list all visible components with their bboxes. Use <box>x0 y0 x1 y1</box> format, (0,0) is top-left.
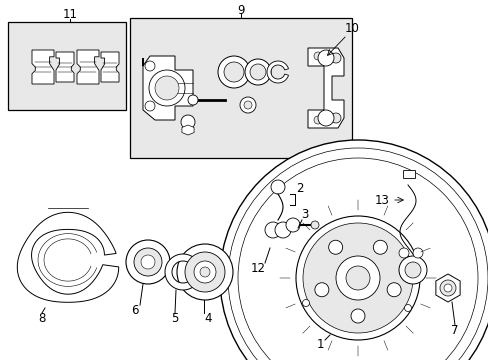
Text: 13: 13 <box>374 194 389 207</box>
Circle shape <box>295 216 419 340</box>
Polygon shape <box>56 52 74 82</box>
Polygon shape <box>142 56 193 120</box>
Polygon shape <box>17 212 119 302</box>
Bar <box>402 170 414 178</box>
Circle shape <box>310 221 318 229</box>
Circle shape <box>346 266 369 290</box>
Circle shape <box>285 218 299 232</box>
Circle shape <box>350 309 364 323</box>
Circle shape <box>220 140 488 360</box>
Circle shape <box>194 261 216 283</box>
Circle shape <box>126 240 170 284</box>
Circle shape <box>302 300 309 306</box>
Circle shape <box>227 148 487 360</box>
Circle shape <box>404 262 420 278</box>
Circle shape <box>145 61 155 71</box>
Circle shape <box>330 113 340 123</box>
Circle shape <box>149 70 184 106</box>
Circle shape <box>398 256 426 284</box>
Polygon shape <box>266 61 288 83</box>
Circle shape <box>372 240 386 254</box>
Polygon shape <box>435 274 459 302</box>
Text: 10: 10 <box>345 22 359 35</box>
Circle shape <box>303 223 412 333</box>
Polygon shape <box>164 254 200 290</box>
Circle shape <box>264 222 281 238</box>
Text: 6: 6 <box>131 303 139 316</box>
Circle shape <box>184 252 224 292</box>
Text: 11: 11 <box>62 9 77 22</box>
Circle shape <box>218 56 249 88</box>
Polygon shape <box>101 52 119 82</box>
Circle shape <box>270 180 285 194</box>
Polygon shape <box>32 50 54 84</box>
Circle shape <box>404 305 411 311</box>
Circle shape <box>177 244 232 300</box>
Circle shape <box>238 158 477 360</box>
Circle shape <box>317 50 333 66</box>
Circle shape <box>412 248 422 258</box>
Bar <box>130 18 351 158</box>
Polygon shape <box>307 48 343 128</box>
Text: 9: 9 <box>237 4 244 17</box>
Text: 5: 5 <box>171 311 178 324</box>
Circle shape <box>200 267 209 277</box>
Circle shape <box>439 280 455 296</box>
Text: 1: 1 <box>316 338 323 351</box>
Circle shape <box>398 248 408 258</box>
Text: 4: 4 <box>204 311 211 324</box>
Polygon shape <box>77 50 99 84</box>
Circle shape <box>335 256 379 300</box>
Circle shape <box>274 222 290 238</box>
Circle shape <box>244 101 251 109</box>
Circle shape <box>313 116 321 124</box>
Text: 8: 8 <box>38 311 45 324</box>
Circle shape <box>244 59 270 85</box>
Circle shape <box>145 101 155 111</box>
Circle shape <box>317 110 333 126</box>
Circle shape <box>330 53 340 63</box>
Bar <box>8 22 126 110</box>
Circle shape <box>249 64 265 80</box>
Circle shape <box>155 76 179 100</box>
Circle shape <box>313 52 321 60</box>
Circle shape <box>443 284 451 292</box>
Circle shape <box>328 240 342 254</box>
Polygon shape <box>182 125 194 135</box>
Circle shape <box>181 115 195 129</box>
Circle shape <box>240 97 256 113</box>
Circle shape <box>187 95 198 105</box>
Circle shape <box>141 255 155 269</box>
Circle shape <box>224 62 244 82</box>
Circle shape <box>314 283 328 297</box>
Circle shape <box>134 248 162 276</box>
Text: 12: 12 <box>250 261 265 274</box>
Text: 7: 7 <box>450 324 458 337</box>
Circle shape <box>386 283 400 297</box>
Text: 2: 2 <box>296 181 303 194</box>
Text: 3: 3 <box>301 208 308 221</box>
